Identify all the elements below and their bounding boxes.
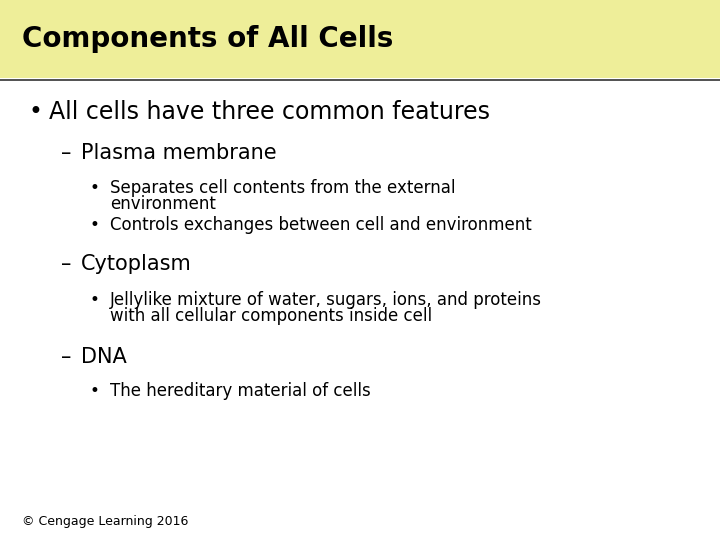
Text: environment: environment <box>110 195 216 213</box>
Text: The hereditary material of cells: The hereditary material of cells <box>110 382 371 400</box>
Text: Separates cell contents from the external: Separates cell contents from the externa… <box>110 179 456 197</box>
Text: Jellylike mixture of water, sugars, ions, and proteins: Jellylike mixture of water, sugars, ions… <box>110 291 542 308</box>
Text: DNA: DNA <box>81 347 127 367</box>
Text: All cells have three common features: All cells have three common features <box>49 100 490 124</box>
Text: •: • <box>29 100 42 124</box>
Text: –: – <box>61 143 71 163</box>
Text: with all cellular components inside cell: with all cellular components inside cell <box>110 307 432 325</box>
FancyBboxPatch shape <box>0 0 720 78</box>
Text: •: • <box>90 179 100 197</box>
Text: –: – <box>61 254 71 274</box>
Text: –: – <box>61 347 71 367</box>
Text: Components of All Cells: Components of All Cells <box>22 25 393 53</box>
Text: •: • <box>90 291 100 308</box>
Text: Cytoplasm: Cytoplasm <box>81 254 192 274</box>
Text: Plasma membrane: Plasma membrane <box>81 143 277 163</box>
Text: © Cengage Learning 2016: © Cengage Learning 2016 <box>22 515 188 528</box>
Text: •: • <box>90 382 100 400</box>
Text: •: • <box>90 216 100 234</box>
Text: Controls exchanges between cell and environment: Controls exchanges between cell and envi… <box>110 216 532 234</box>
